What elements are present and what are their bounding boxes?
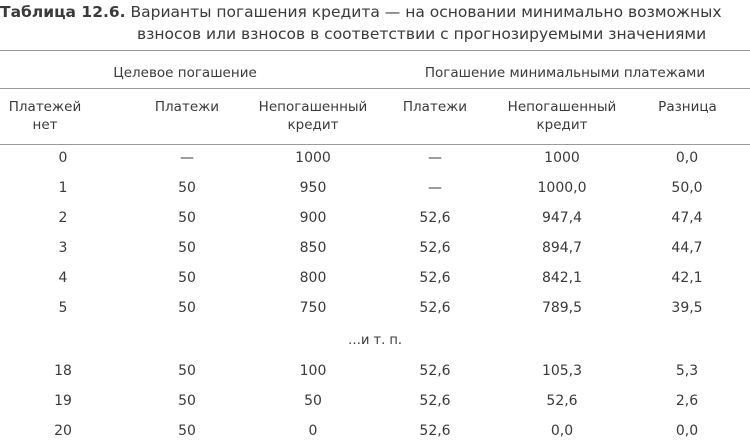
col-header-payments-target: Платежи [154, 99, 220, 115]
top-rule [0, 50, 750, 51]
table-cell: — [428, 150, 442, 166]
table-cell: 0,0 [550, 423, 574, 439]
col-header-payments-minimal: Платежи [402, 99, 468, 115]
table-cell: 50 [178, 393, 196, 409]
col-header-difference: Разница [658, 99, 717, 115]
table-cell: 1000 [295, 150, 331, 166]
caption-label: Таблица 12.6. [0, 3, 126, 21]
table-cell: 50 [178, 423, 196, 439]
table-cell: 894,7 [541, 240, 583, 256]
table-cell: 50 [178, 240, 196, 256]
table-cell: 52,6 [419, 393, 451, 409]
table-cell: 0 [58, 150, 68, 166]
table-cell: 52,6 [419, 240, 451, 256]
caption-text-1: Варианты погашения кредита — на основани… [130, 3, 722, 21]
caption-line-1: Таблица 12.6. Варианты погашения кредита… [0, 1, 722, 23]
table-cell: 950 [299, 180, 327, 196]
table-cell: 39,5 [671, 300, 703, 316]
table-cell: 2 [58, 210, 68, 226]
table-cell: — [180, 150, 194, 166]
group-rule [0, 88, 750, 89]
table-cell: 5,3 [675, 363, 699, 379]
table-cell: 52,6 [419, 423, 451, 439]
ellipsis-row: …и т. п. [347, 333, 403, 348]
table-cell: 50 [178, 180, 196, 196]
table-cell: 50 [304, 393, 322, 409]
table-cell: 900 [299, 210, 327, 226]
table-cell: 50 [178, 210, 196, 226]
table-cell: 52,6 [419, 270, 451, 286]
table-cell: 19 [54, 393, 72, 409]
group-header-target: Целевое погашение [113, 65, 257, 81]
table-cell: 750 [299, 300, 327, 316]
table-cell: 1000,0 [537, 180, 587, 196]
table-cell: 100 [299, 363, 327, 379]
table-cell: 5 [58, 300, 68, 316]
col-header-no-payments: Платежей нет [8, 99, 82, 133]
table-cell: 0,0 [675, 423, 699, 439]
caption-line-2: взносов или взносов в соответствии с про… [137, 25, 707, 43]
table-cell: 42,1 [671, 270, 703, 286]
table-cell: 105,3 [541, 363, 583, 379]
table-cell: 0 [308, 423, 318, 439]
col-header-remaining-target: Непогашенный кредит [258, 99, 368, 133]
table-cell: 1000 [544, 150, 580, 166]
table-cell: 20 [54, 423, 72, 439]
table-cell: 842,1 [541, 270, 583, 286]
table-cell: 18 [54, 363, 72, 379]
table-cell: 50 [178, 363, 196, 379]
table-cell: — [428, 180, 442, 196]
table-cell: 50,0 [671, 180, 703, 196]
table-cell: 4 [58, 270, 68, 286]
table-cell: 1 [58, 180, 68, 196]
table-cell: 0,0 [675, 150, 699, 166]
table-cell: 789,5 [541, 300, 583, 316]
table-cell: 800 [299, 270, 327, 286]
table-cell: 850 [299, 240, 327, 256]
header-rule [0, 144, 750, 145]
group-header-minimal: Погашение минимальными платежами [424, 65, 706, 81]
table-cell: 2,6 [675, 393, 699, 409]
table-cell: 947,4 [541, 210, 583, 226]
table-cell: 3 [58, 240, 68, 256]
table-cell: 50 [178, 300, 196, 316]
table-cell: 44,7 [671, 240, 703, 256]
table-cell: 50 [178, 270, 196, 286]
col-header-remaining-minimal: Непогашенный кредит [507, 99, 617, 133]
table-cell: 52,6 [419, 210, 451, 226]
table-cell: 52,6 [419, 300, 451, 316]
table-cell: 52,6 [419, 363, 451, 379]
table-cell: 52,6 [546, 393, 578, 409]
table-cell: 47,4 [671, 210, 703, 226]
